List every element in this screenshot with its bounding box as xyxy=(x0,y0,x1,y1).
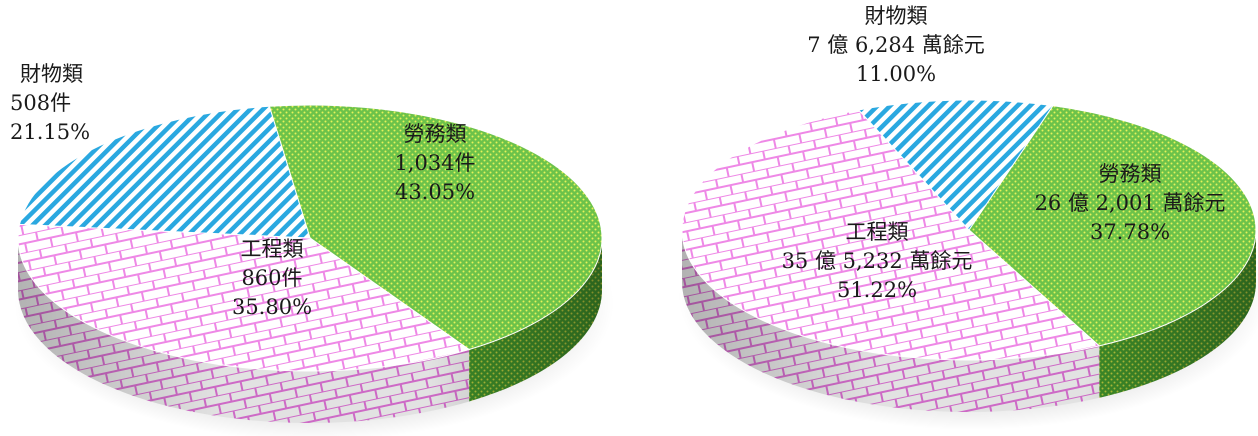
pie-0-label-engineering: 工程類 860件 35.80% xyxy=(232,235,312,322)
pie-chart-amount xyxy=(678,99,1258,430)
value-label: 860件 xyxy=(241,266,303,290)
value-label: 35 億 5,232 萬餘元 xyxy=(781,249,973,273)
pie-side-shading xyxy=(682,230,1256,412)
pie-0-slice-goods xyxy=(18,105,311,239)
pie-1-slice-engineering xyxy=(681,109,1101,361)
pie-side-shading xyxy=(18,238,602,423)
percent-label: 37.78% xyxy=(1089,220,1171,244)
category-label: 勞務類 xyxy=(1098,162,1162,186)
percent-label: 11.00% xyxy=(855,62,937,86)
percent-label: 21.15% xyxy=(10,120,91,144)
pie-1-label-service: 勞務類 26 億 2,001 萬餘元 37.78% xyxy=(1035,160,1226,247)
pie-chart-count xyxy=(14,104,614,436)
value-label: 508件 xyxy=(10,91,72,115)
value-label: 7 億 6,284 萬餘元 xyxy=(807,33,985,57)
pie-0-label-goods: 財物類 508件 21.15% xyxy=(10,60,90,147)
pie-1-slice-goods xyxy=(857,99,1054,231)
pie-0-slice-service xyxy=(268,104,603,351)
pie-1-slice-service xyxy=(968,105,1257,347)
pie-1-label-engineering: 工程類 35 億 5,232 萬餘元 51.22% xyxy=(782,218,973,305)
pie-0-slice-engineering xyxy=(17,223,471,372)
pie-1-label-goods: 財物類 7 億 6,284 萬餘元 11.00% xyxy=(807,2,985,89)
category-label: 工程類 xyxy=(240,237,304,261)
category-label: 勞務類 xyxy=(403,122,467,146)
value-label: 26 億 2,001 萬餘元 xyxy=(1034,191,1226,215)
value-label: 1,034件 xyxy=(394,151,476,175)
percent-label: 51.22% xyxy=(836,278,918,302)
percent-label: 43.05% xyxy=(394,180,476,204)
category-label: 財物類 xyxy=(864,4,928,28)
percent-label: 35.80% xyxy=(231,295,313,319)
category-label: 工程類 xyxy=(845,220,909,244)
pie-0-label-service: 勞務類 1,034件 43.05% xyxy=(394,120,475,207)
category-label: 財物類 xyxy=(20,62,83,86)
